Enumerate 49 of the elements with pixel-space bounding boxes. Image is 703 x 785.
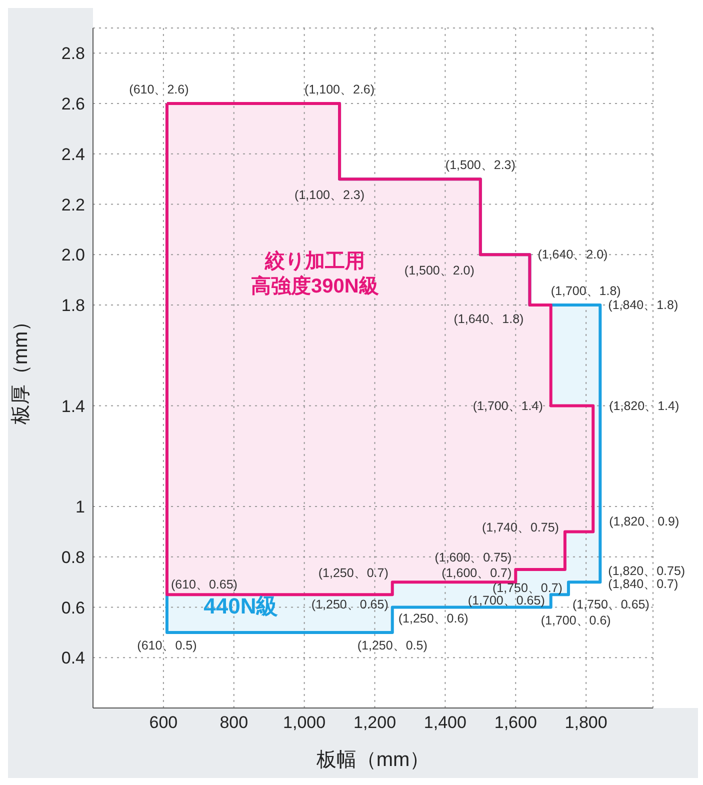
annotation: (1,500、2.3) xyxy=(445,158,516,172)
annotation: (1,840、1.8) xyxy=(608,298,678,312)
annotation: (1,100、2.6) xyxy=(304,82,375,97)
x-tick-label: 600 xyxy=(149,713,178,732)
y-tick-label: 2.8 xyxy=(61,44,85,64)
annotation: (610、0.65) xyxy=(170,578,238,592)
annotation: (1,840、0.7) xyxy=(608,577,678,592)
annotation: (1,700、1.8) xyxy=(550,284,621,298)
annotation: (1,640、2.0) xyxy=(538,248,608,262)
y-tick-label: 2.4 xyxy=(61,144,85,164)
series-label: 絞り加工用高強度390N級 xyxy=(250,249,379,298)
annotation: (1,250、0.6) xyxy=(398,611,468,626)
x-tick-label: 800 xyxy=(220,713,248,732)
annotation: (1,820、0.9) xyxy=(609,514,680,529)
y-tick-label: 0.6 xyxy=(61,598,85,618)
annotation: (1,640、1.8) xyxy=(454,312,524,326)
y-tick-label: 0.8 xyxy=(61,548,85,567)
annotation: (1,750、0.7) xyxy=(492,581,562,596)
y-tick-label: 2.2 xyxy=(61,195,85,214)
annotation: (1,740、0.75) xyxy=(482,520,559,534)
y-tick-label: 1.4 xyxy=(61,396,85,416)
y-tick-label: 2.6 xyxy=(61,94,85,114)
annotation: (1,700、1.4) xyxy=(472,398,543,413)
annotation: (610、0.5) xyxy=(137,638,197,652)
x-tick-label: 1,800 xyxy=(564,713,608,732)
annotation: (1,500、2.0) xyxy=(404,264,474,278)
annotation: (1,600、0.75) xyxy=(434,550,512,564)
x-tick-label: 1,400 xyxy=(424,713,466,732)
x-axis-title: 板幅（mm） xyxy=(315,749,430,771)
annotation: (1,700、0.6) xyxy=(540,613,611,628)
annotation: (1,820、0.75) xyxy=(608,564,686,578)
annotation: (1,700、0.65) xyxy=(468,594,545,608)
annotation: (610、2.6) xyxy=(129,82,189,97)
series-label: 440N級 xyxy=(204,594,278,619)
annotation: (1,600、0.7) xyxy=(442,566,512,580)
y-axis-title: 板厚（mm） xyxy=(10,311,32,426)
y-tick-label: 2.0 xyxy=(61,246,85,265)
annotation: (1,750、0.65) xyxy=(572,598,650,612)
annotation: (1,250、0.65) xyxy=(311,598,388,612)
annotation: (1,250、0.7) xyxy=(318,566,388,580)
y-tick-label: 1 xyxy=(76,498,85,517)
x-tick-label: 1,200 xyxy=(353,713,396,732)
annotation: (1,820、1.4) xyxy=(609,398,680,413)
y-tick-label: 1.8 xyxy=(61,296,85,316)
annotation: (1,100、2.3) xyxy=(294,188,365,202)
y-tick-label: 0.4 xyxy=(61,648,85,668)
x-tick-label: 1,000 xyxy=(283,713,326,732)
x-tick-label: 1,600 xyxy=(494,713,537,732)
annotation: (1,250、0.5) xyxy=(357,638,428,652)
